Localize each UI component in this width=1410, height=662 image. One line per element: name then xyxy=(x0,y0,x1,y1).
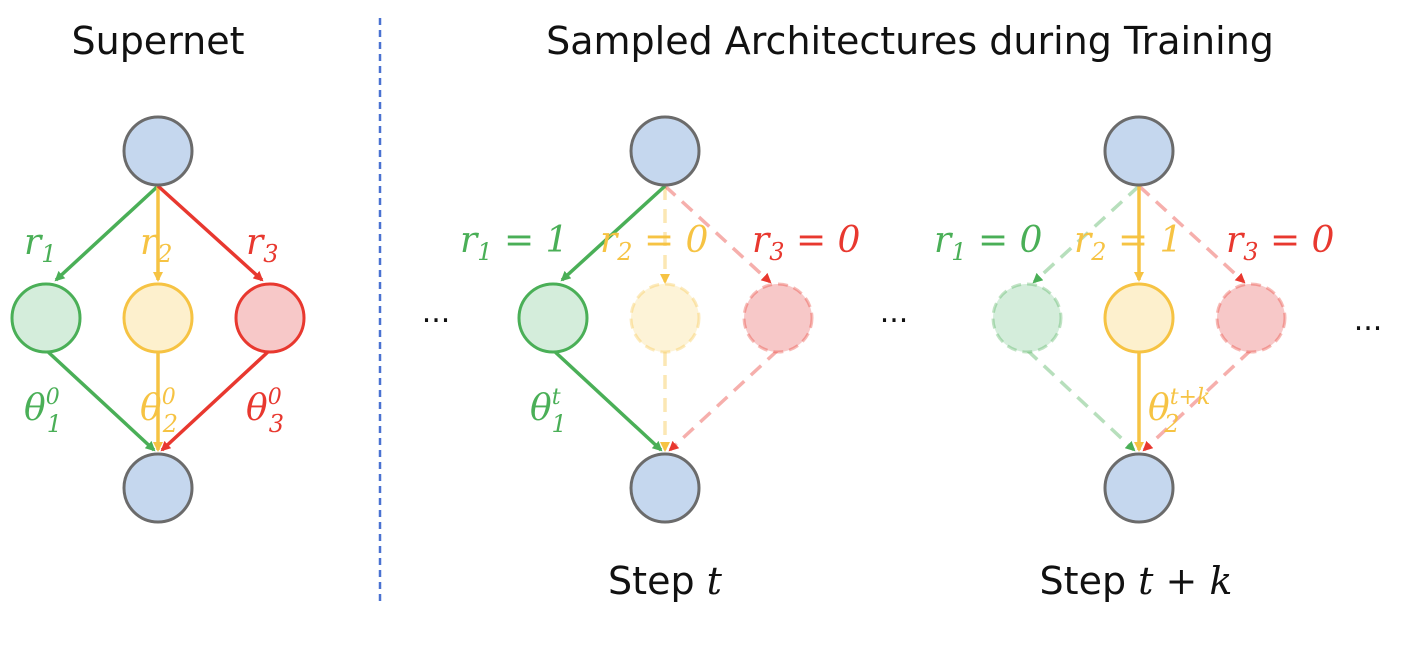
step-tk-r3-label: r3 = 0 xyxy=(1226,220,1334,266)
step-tk-edge-op1-bottom xyxy=(1025,348,1136,452)
step-tk-label: Step t + k xyxy=(1040,559,1233,603)
supernet-op3-node xyxy=(234,282,306,354)
step-t-label: Step t xyxy=(608,559,723,603)
step-tk-theta2-label: θt+k 2 xyxy=(1148,385,1210,438)
step-tk-r1-label: r1 = 0 xyxy=(934,220,1042,266)
ellipsis-before-step-t: ... xyxy=(422,295,451,330)
step-t-op1-node xyxy=(517,282,589,354)
supernet-theta3-label: θ0 3 xyxy=(246,385,284,438)
step-t-input-node xyxy=(629,115,701,187)
supernet-theta2-label: θ0 2 xyxy=(140,385,178,438)
step-t-r3-label: r3 = 0 xyxy=(752,220,860,266)
supernet-op1-node xyxy=(10,282,82,354)
supernet-output-node xyxy=(122,452,194,524)
step-tk-edge-top-op3 xyxy=(1137,184,1246,284)
supernet-edge-top-op1 xyxy=(54,184,160,282)
supernet-theta1-label: θ0 1 xyxy=(24,385,62,438)
step-t-op3-node xyxy=(742,282,814,354)
step-tk-op2-node xyxy=(1103,282,1175,354)
step-t-r1-label: r1 = 1 xyxy=(460,220,568,266)
step-t-r2-label: r2 = 0 xyxy=(600,220,708,266)
supernet-op2-node xyxy=(122,282,194,354)
supernet-input-node xyxy=(122,115,194,187)
step-t-output-node xyxy=(629,452,701,524)
step-t-edge-op1-bottom xyxy=(551,348,663,452)
step-t-op2-node xyxy=(629,282,701,354)
ellipsis-between-steps: ... xyxy=(880,295,909,330)
step-tk-op1-node xyxy=(991,282,1063,354)
step-t-edge-op3-bottom xyxy=(668,348,780,452)
step-tk-graph: r1 = 0 r2 = 1 r3 = 0 θt+k 2 Step t + k xyxy=(934,115,1334,603)
step-tk-edge-top-op1 xyxy=(1032,184,1141,284)
step-tk-r2-label: r2 = 1 xyxy=(1074,220,1182,266)
sampled-architectures-title: Sampled Architectures during Training xyxy=(546,19,1274,63)
step-t-theta1-label: θt 1 xyxy=(530,385,567,438)
step-tk-output-node xyxy=(1103,452,1175,524)
supernet-edge-top-op3 xyxy=(156,184,264,282)
step-t-edge-top-op3 xyxy=(663,184,772,284)
step-tk-edge-op3-bottom xyxy=(1142,348,1253,452)
supernet-edge-op1-bottom xyxy=(44,348,156,452)
supernet-r1-label: r1 xyxy=(24,222,57,268)
supernet-edge-op3-bottom xyxy=(160,348,272,452)
supernet-r3-label: r3 xyxy=(246,222,279,268)
supernet-graph: r1 r2 r3 θ0 1 θ0 2 θ0 3 xyxy=(10,115,306,524)
supernet-r2-label: r2 xyxy=(140,222,173,268)
supernet-title: Supernet xyxy=(71,19,244,63)
step-tk-op3-node xyxy=(1215,282,1287,354)
step-tk-input-node xyxy=(1103,115,1175,187)
step-t-graph: r1 = 1 r2 = 0 r3 = 0 θt 1 Step t xyxy=(460,115,860,603)
ellipsis-after-step-tk: ... xyxy=(1354,303,1383,338)
step-t-edge-top-op1 xyxy=(560,184,667,282)
